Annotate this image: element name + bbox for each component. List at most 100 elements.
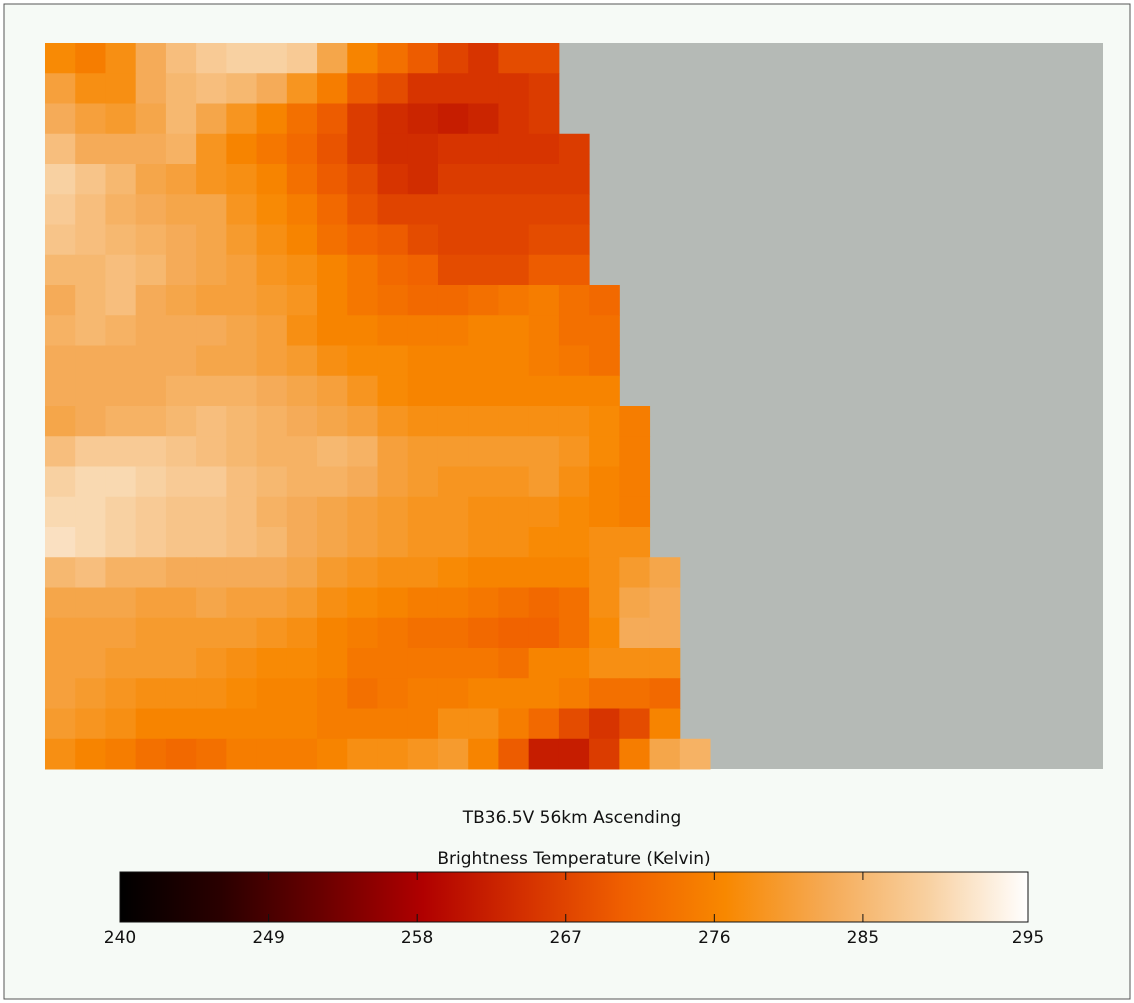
heat-cell xyxy=(165,648,197,679)
heat-cell xyxy=(256,315,288,346)
heat-cell xyxy=(589,406,620,437)
heat-cell xyxy=(226,194,258,225)
heat-cell xyxy=(75,345,106,377)
heat-cell xyxy=(75,557,106,588)
heat-cell xyxy=(468,375,499,407)
heat-cell xyxy=(468,678,499,709)
heat-cell xyxy=(135,224,167,256)
heat-cell xyxy=(286,224,318,256)
heat-cell xyxy=(377,466,409,498)
heat-cell xyxy=(135,194,167,225)
heat-cell xyxy=(45,133,76,165)
heat-cell xyxy=(468,436,499,467)
heat-cell xyxy=(498,587,530,619)
heat-cell xyxy=(589,678,620,709)
heat-cell xyxy=(317,285,348,316)
heat-cell xyxy=(196,496,227,528)
heat-cell xyxy=(407,73,439,104)
heat-cell xyxy=(558,194,590,225)
heat-cell xyxy=(196,43,227,74)
heat-cell xyxy=(528,678,560,709)
heat-cell xyxy=(377,406,409,437)
heat-cell xyxy=(377,678,409,709)
heat-cell xyxy=(377,496,409,528)
heat-cell xyxy=(135,617,167,649)
heat-cell xyxy=(468,708,499,740)
heat-cell xyxy=(75,617,106,649)
heat-cell xyxy=(226,375,258,407)
heat-cell xyxy=(226,345,258,377)
heat-cell xyxy=(286,315,318,346)
heat-cell xyxy=(377,285,409,316)
heat-cell xyxy=(437,617,469,649)
heat-cell xyxy=(256,73,288,104)
heat-cell xyxy=(317,617,348,649)
heat-cell xyxy=(437,436,469,467)
heat-cell xyxy=(347,103,379,135)
heat-cell xyxy=(528,436,560,467)
heat-cell xyxy=(75,678,106,709)
heat-cell xyxy=(437,194,469,225)
heat-cell xyxy=(407,496,439,528)
heat-cell xyxy=(377,194,409,225)
heat-cell xyxy=(377,224,409,256)
colorbar-tick-label: 285 xyxy=(847,928,879,948)
heat-cell xyxy=(226,103,258,135)
heat-cell xyxy=(589,496,620,528)
colorbar-tick-label: 276 xyxy=(698,928,730,948)
heat-cell xyxy=(135,43,167,74)
heat-cell xyxy=(135,466,167,498)
heat-cell xyxy=(165,43,197,74)
heat-cell xyxy=(498,315,530,346)
heat-cell xyxy=(347,527,379,558)
heat-cell xyxy=(619,587,651,619)
heat-cell xyxy=(45,466,76,498)
heat-cell xyxy=(407,103,439,135)
heat-cell xyxy=(105,43,137,74)
heat-cell xyxy=(528,345,560,377)
heat-cell xyxy=(226,254,258,286)
heat-cell xyxy=(407,527,439,558)
heat-cell xyxy=(528,285,560,316)
heat-cell xyxy=(226,466,258,498)
heat-cell xyxy=(468,194,499,225)
heat-cell xyxy=(165,254,197,286)
heat-cell xyxy=(256,708,288,740)
heat-cell xyxy=(468,648,499,679)
heat-cell xyxy=(347,345,379,377)
heat-cell xyxy=(105,224,137,256)
heat-cell xyxy=(135,496,167,528)
heat-cell xyxy=(45,527,76,558)
heat-cell xyxy=(347,557,379,588)
heat-cell xyxy=(377,587,409,619)
heat-cell xyxy=(286,617,318,649)
heat-cell xyxy=(468,315,499,346)
heat-cell xyxy=(528,587,560,619)
heat-cell xyxy=(105,406,137,437)
heat-cell xyxy=(558,345,590,377)
heat-cell xyxy=(256,648,288,679)
heat-cell xyxy=(619,527,651,558)
heat-cell xyxy=(498,527,530,558)
heat-cell xyxy=(498,557,530,588)
heat-cell xyxy=(407,557,439,588)
heat-cell xyxy=(498,103,530,135)
heat-cell xyxy=(468,285,499,316)
heat-cell xyxy=(196,617,227,649)
heat-cell xyxy=(105,285,137,316)
heat-cell xyxy=(105,133,137,165)
heat-cell xyxy=(196,708,227,740)
heat-cell xyxy=(317,527,348,558)
heat-cell xyxy=(498,133,530,165)
heat-cell xyxy=(165,375,197,407)
heat-cell xyxy=(45,194,76,225)
heat-cell xyxy=(498,375,530,407)
heat-cell xyxy=(75,254,106,286)
heat-cell xyxy=(45,224,76,256)
colorbar-tick-label: 249 xyxy=(252,928,284,948)
heat-cell xyxy=(105,315,137,346)
heat-cell xyxy=(437,587,469,619)
heat-cell xyxy=(75,587,106,619)
heat-cell xyxy=(528,224,560,256)
